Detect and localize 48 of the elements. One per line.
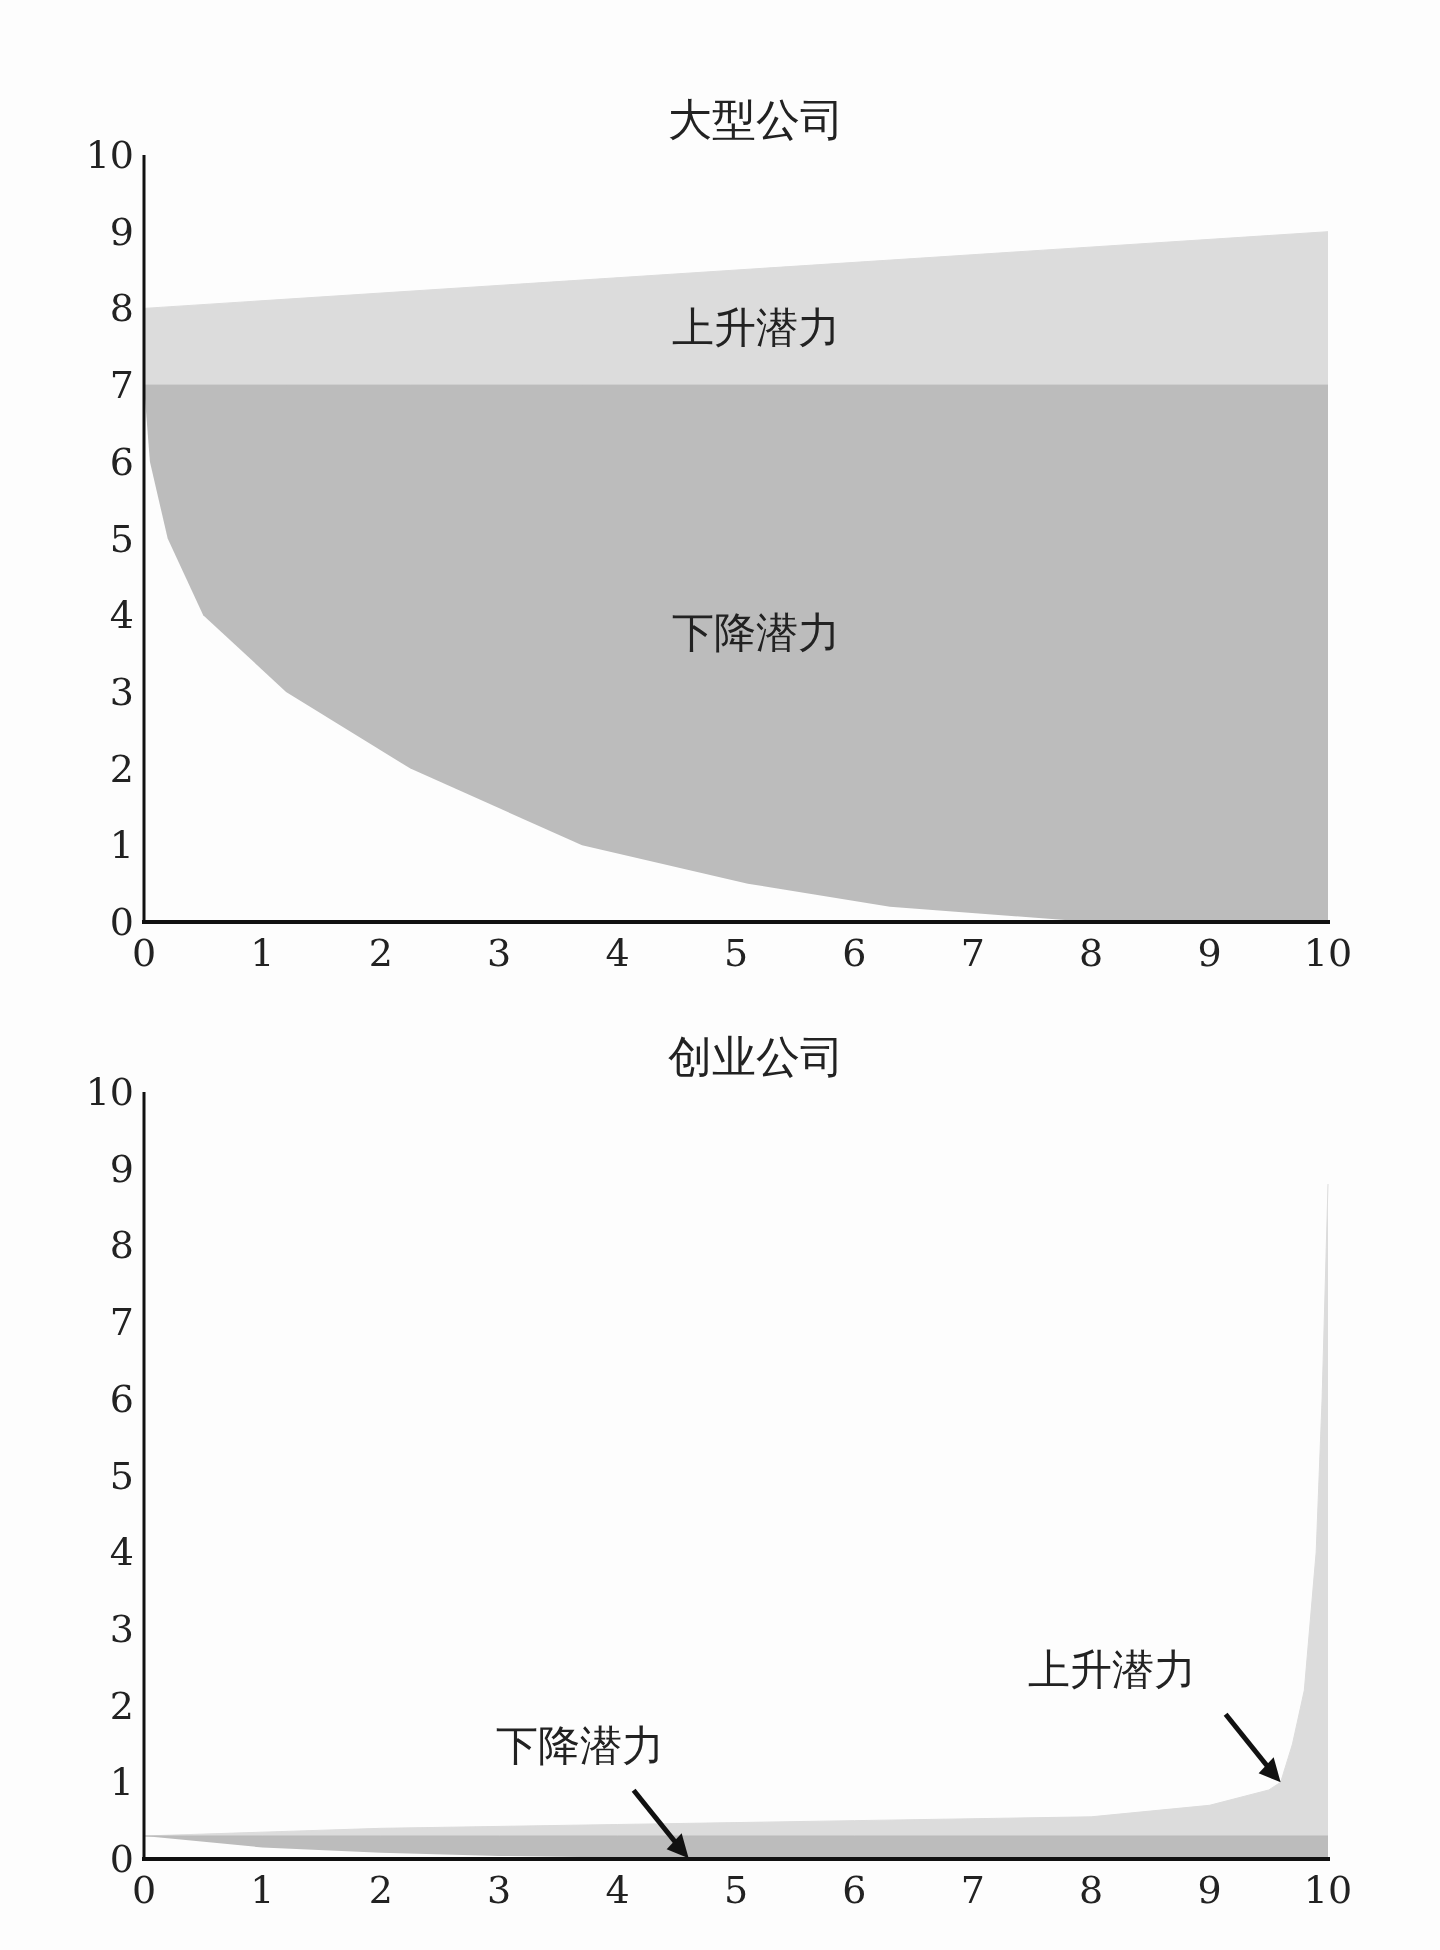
y-tick-label: 4	[109, 593, 134, 638]
x-tick-label: 3	[487, 1868, 512, 1912]
y-tick-label: 4	[109, 1530, 134, 1575]
y-tick-label: 7	[109, 363, 134, 408]
chart-title: 大型公司	[668, 94, 844, 145]
x-tick-label: 4	[605, 1868, 630, 1912]
x-tick-label: 6	[842, 1868, 867, 1912]
x-tick-label: 5	[723, 931, 749, 975]
x-tick-label: 8	[1079, 931, 1104, 975]
x-tick-label: 6	[842, 931, 867, 975]
y-tick-label: 8	[109, 1223, 134, 1268]
x-tick-label: 9	[1197, 931, 1222, 975]
chart-title: 创业公司	[668, 1031, 844, 1082]
y-tick-label: 1	[109, 823, 134, 868]
y-tick-label: 7	[109, 1300, 134, 1345]
x-tick-label: 7	[960, 931, 985, 975]
y-tick-label: 0	[109, 1837, 134, 1881]
annotation: 上升潜力	[1027, 1645, 1196, 1695]
y-tick-label: 8	[109, 286, 134, 331]
y-tick-label: 10	[85, 133, 134, 177]
y-tick-label: 6	[109, 439, 134, 484]
x-tick-label: 2	[368, 931, 393, 975]
x-tick-label: 10	[1303, 931, 1353, 975]
y-tick-label: 10	[85, 1070, 134, 1114]
y-tick-label: 5	[109, 1453, 134, 1498]
y-tick-label: 0	[109, 900, 134, 944]
y-tick-label: 5	[109, 516, 134, 561]
x-tick-label: 7	[960, 1868, 985, 1912]
y-tick-label: 3	[109, 669, 134, 714]
y-tick-label: 2	[109, 746, 134, 791]
y-tick-label: 9	[109, 1146, 134, 1191]
annotation: 上升潜力	[672, 302, 840, 352]
x-tick-label: 10	[1303, 1868, 1353, 1912]
y-tick-label: 3	[109, 1606, 134, 1651]
x-tick-label: 4	[605, 931, 630, 975]
y-tick-label: 9	[109, 209, 134, 254]
y-tick-label: 6	[109, 1376, 134, 1421]
x-tick-label: 1	[250, 931, 275, 975]
x-tick-label: 8	[1079, 1868, 1104, 1912]
x-tick-label: 9	[1197, 1868, 1222, 1912]
annotation: 下降潜力	[495, 1721, 664, 1771]
x-tick-label: 1	[250, 1868, 275, 1912]
y-tick-label: 2	[109, 1683, 134, 1728]
y-tick-label: 1	[109, 1760, 134, 1805]
annotation: 下降潜力	[672, 608, 840, 658]
x-tick-label: 5	[723, 1868, 749, 1912]
x-tick-label: 3	[487, 931, 512, 975]
x-tick-label: 2	[368, 1868, 393, 1912]
